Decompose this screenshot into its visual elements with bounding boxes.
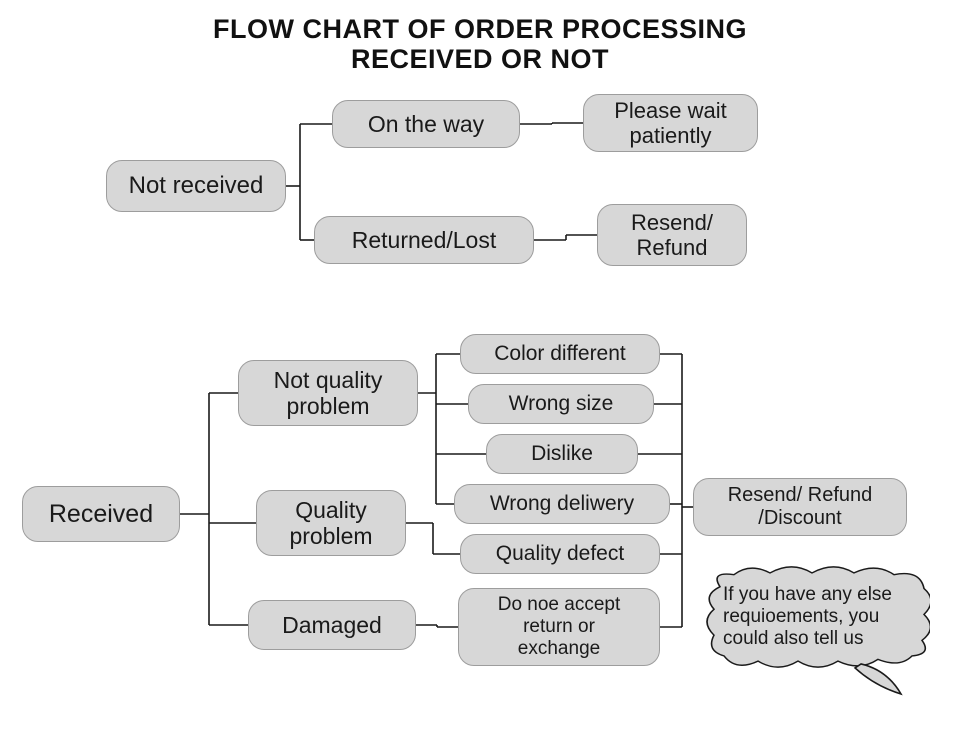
title-line-1: FLOW CHART OF ORDER PROCESSING <box>0 14 960 45</box>
node-no-return: Do noe accept return or exchange <box>458 588 660 666</box>
speech-bubble-text: If you have any else requioements, you c… <box>723 584 912 650</box>
node-dislike: Dislike <box>486 434 638 474</box>
title-line-2: RECEIVED OR NOT <box>0 44 960 75</box>
node-wrong-size: Wrong size <box>468 384 654 424</box>
node-returned-lost: Returned/Lost <box>314 216 534 264</box>
node-received: Received <box>22 486 180 542</box>
node-quality: Quality problem <box>256 490 406 556</box>
speech-bubble: If you have any else requioements, you c… <box>700 566 930 696</box>
node-on-the-way: On the way <box>332 100 520 148</box>
node-please-wait: Please wait patiently <box>583 94 758 152</box>
node-quality-defect: Quality defect <box>460 534 660 574</box>
node-resend-refund: Resend/ Refund <box>597 204 747 266</box>
node-color-different: Color different <box>460 334 660 374</box>
node-not-quality: Not quality problem <box>238 360 418 426</box>
node-wrong-delivery: Wrong deliwery <box>454 484 670 524</box>
node-not-received: Not received <box>106 160 286 212</box>
node-resend-refund-discount: Resend/ Refund /Discount <box>693 478 907 536</box>
node-damaged: Damaged <box>248 600 416 650</box>
